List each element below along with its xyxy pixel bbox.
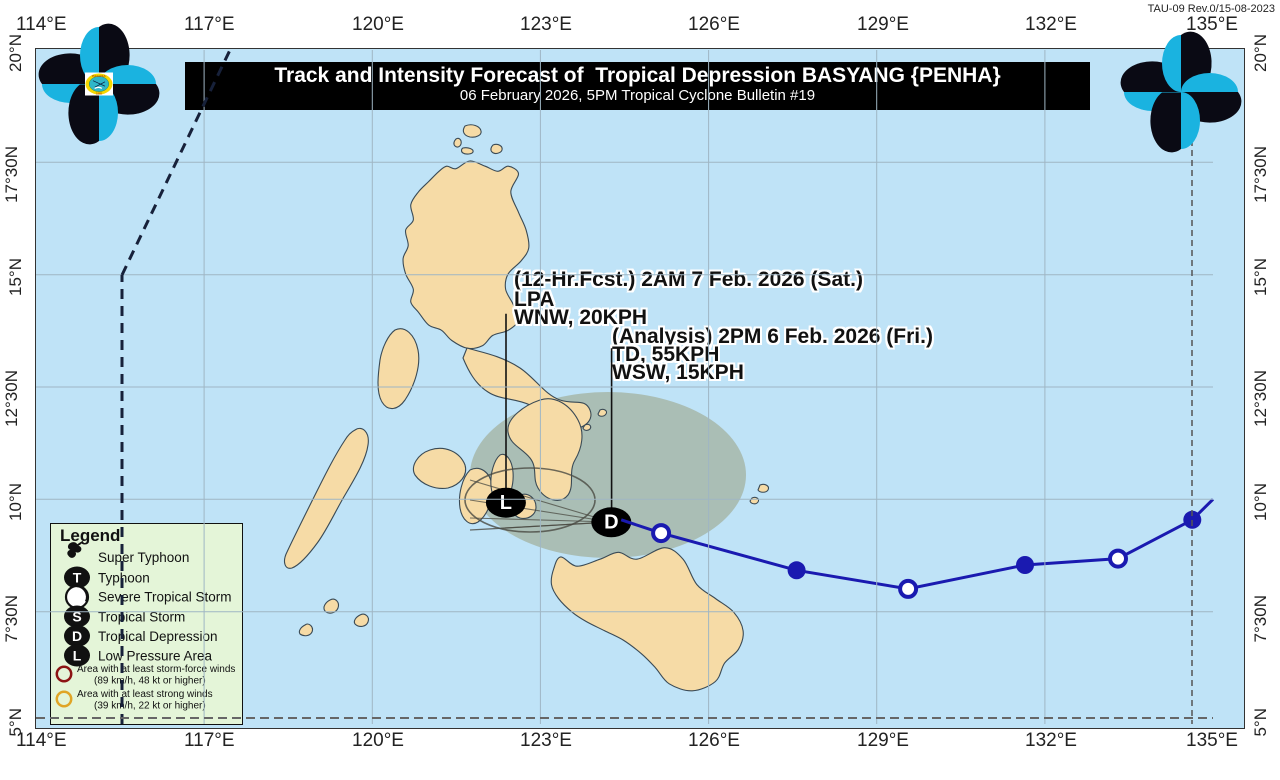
svg-text:1865: 1865 xyxy=(96,92,102,96)
svg-text:PAGASA: PAGASA xyxy=(92,74,106,78)
